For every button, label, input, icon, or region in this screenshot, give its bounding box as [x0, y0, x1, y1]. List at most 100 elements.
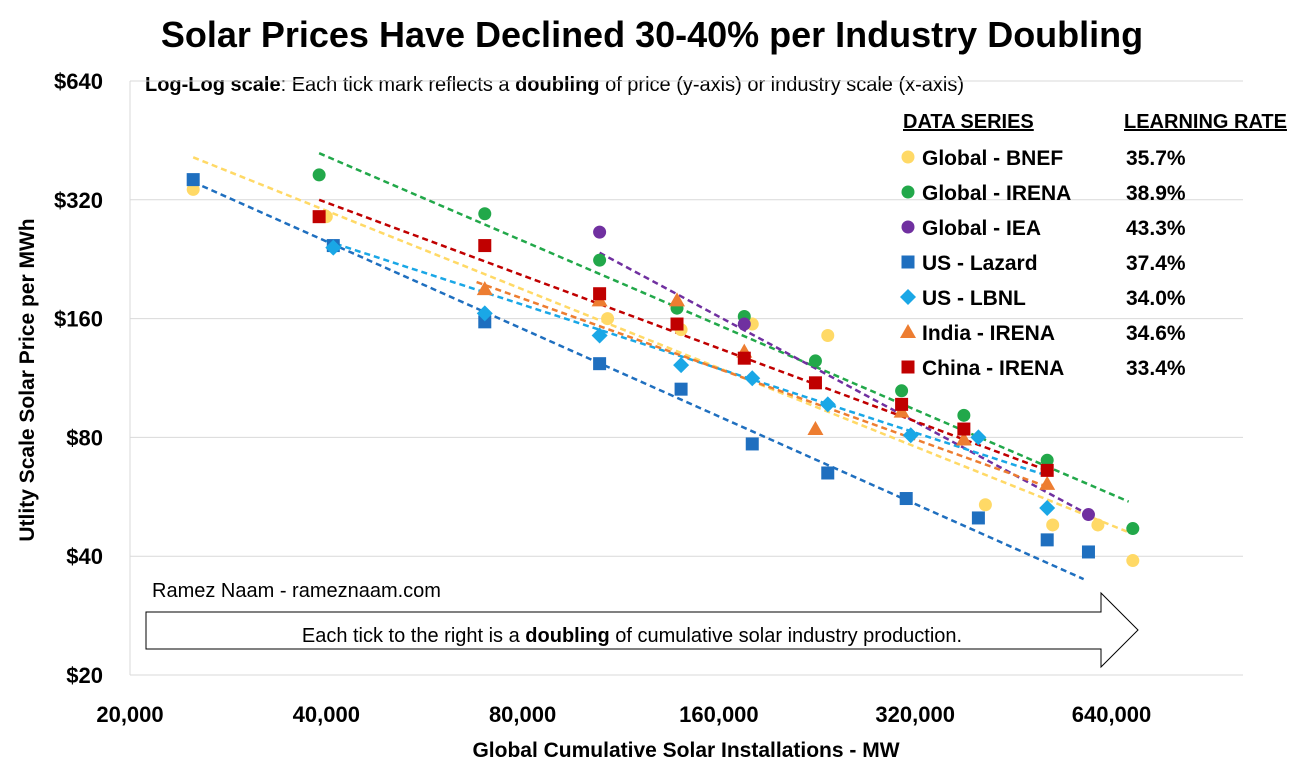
data-point: [737, 351, 751, 365]
data-point: [593, 357, 607, 371]
chart-title: Solar Prices Have Declined 30-40% per In…: [161, 14, 1143, 55]
y-tick-label: $40: [66, 544, 103, 569]
legend-marker: [901, 255, 915, 269]
y-tick-label: $320: [54, 188, 103, 213]
data-point: [899, 492, 913, 506]
legend-learning-rate: 33.4%: [1126, 357, 1186, 380]
legend-learning-rate: 38.9%: [1126, 182, 1186, 205]
y-tick-label: $80: [66, 425, 103, 450]
data-point: [895, 397, 909, 411]
legend-header-rate: LEARNING RATE: [1124, 111, 1287, 133]
data-point: [1081, 508, 1095, 522]
data-point: [1091, 518, 1105, 532]
data-points: [186, 168, 1140, 568]
data-point: [1039, 475, 1056, 490]
data-point: [971, 511, 985, 525]
legend-header-series: DATA SERIES: [903, 111, 1034, 133]
trend-line: [325, 239, 1048, 477]
legend-series-name: China - IRENA: [922, 357, 1064, 380]
legend-learning-rate: 35.7%: [1126, 147, 1186, 170]
legend-learning-rate: 37.4%: [1126, 252, 1186, 275]
data-point: [1046, 518, 1060, 532]
data-point: [476, 305, 493, 322]
credit-text: Ramez Naam - rameznaam.com: [152, 580, 441, 602]
legend-series-name: Global - IEA: [922, 217, 1041, 240]
data-point: [669, 292, 686, 307]
data-point: [312, 168, 326, 182]
data-point: [808, 376, 822, 390]
data-point: [957, 408, 971, 422]
legend-marker: [900, 289, 916, 305]
data-point: [186, 182, 200, 196]
data-point: [312, 210, 326, 224]
data-point: [955, 431, 972, 446]
data-point: [476, 281, 493, 296]
data-point: [808, 354, 822, 368]
data-point: [478, 239, 492, 253]
data-point: [1040, 463, 1054, 477]
data-point: [1039, 499, 1056, 516]
data-point: [478, 207, 492, 221]
data-point: [737, 317, 751, 331]
legend-marker: [901, 185, 915, 199]
legend-marker: [901, 360, 915, 374]
trend-line: [599, 251, 1090, 516]
y-tick-label: $640: [54, 69, 103, 94]
data-point: [821, 328, 835, 342]
legend-learning-rate: 34.0%: [1126, 287, 1186, 310]
data-point: [673, 357, 690, 374]
x-axis-title: Global Cumulative Solar Installations - …: [472, 739, 899, 762]
legend-series-name: Global - BNEF: [922, 147, 1063, 170]
x-tick-label: 80,000: [489, 702, 556, 727]
legend-marker: [900, 324, 916, 338]
data-point: [478, 315, 492, 329]
data-point: [325, 239, 342, 256]
legend-series-name: US - LBNL: [922, 287, 1026, 310]
legend-marker: [901, 150, 915, 164]
x-tick-label: 160,000: [679, 702, 759, 727]
legend-series-name: US - Lazard: [922, 252, 1038, 275]
subtitle-scale-label: Log-Log scale: [145, 74, 281, 96]
trend-lines: [192, 152, 1130, 581]
doubling-arrow: Each tick to the right is a doubling of …: [145, 591, 1139, 669]
data-point: [1040, 453, 1054, 467]
axes: $20 $40 $80 $160 $320 $640 20,000 40,000 80,000 1…: [54, 69, 1151, 727]
data-point: [1126, 522, 1140, 536]
y-tick-label: $20: [66, 663, 103, 688]
legend-learning-rate: 43.3%: [1126, 217, 1186, 240]
x-tick-label: 320,000: [875, 702, 955, 727]
legend-marker: [901, 220, 915, 234]
arrow-text-after: of cumulative solar industry production.: [610, 625, 962, 647]
arrow-shape: [145, 591, 1139, 669]
data-point: [819, 396, 836, 413]
legend: DATA SERIES LEARNING RATE Global - BNEF 3…: [900, 111, 1287, 380]
data-point: [1081, 545, 1095, 559]
data-point: [593, 287, 607, 301]
data-point: [670, 317, 684, 331]
data-point: [745, 437, 759, 451]
grid: [130, 80, 1243, 676]
data-point: [1126, 554, 1140, 568]
data-point: [593, 253, 607, 267]
y-axis-title: Utlity Scale Solar Price per MWh: [16, 218, 39, 541]
arrow-text-before: Each tick to the right is a: [302, 625, 525, 647]
legend-learning-rate: 34.6%: [1126, 322, 1186, 345]
data-point: [591, 327, 608, 344]
trend-line: [318, 152, 1130, 503]
legend-series-name: India - IRENA: [922, 322, 1055, 345]
legend-rows: Global - BNEF 35.7% Global - IRENA 38.9% Glo…: [900, 147, 1186, 380]
data-point: [807, 421, 824, 436]
data-point: [957, 422, 971, 436]
arrow-text: Each tick to the right is a doubling of …: [302, 625, 962, 647]
arrow-text-bold: doubling: [525, 625, 609, 647]
subtitle-bold-word: doubling: [515, 74, 599, 96]
legend-series-name: Global - IRENA: [922, 182, 1071, 205]
data-point: [593, 225, 607, 239]
data-point: [674, 382, 688, 396]
data-point: [970, 429, 987, 446]
data-point: [821, 466, 835, 480]
data-point: [186, 173, 200, 187]
chart-subtitle: Log-Log scale: Each tick mark reflects a…: [145, 74, 964, 96]
data-point: [978, 498, 992, 512]
